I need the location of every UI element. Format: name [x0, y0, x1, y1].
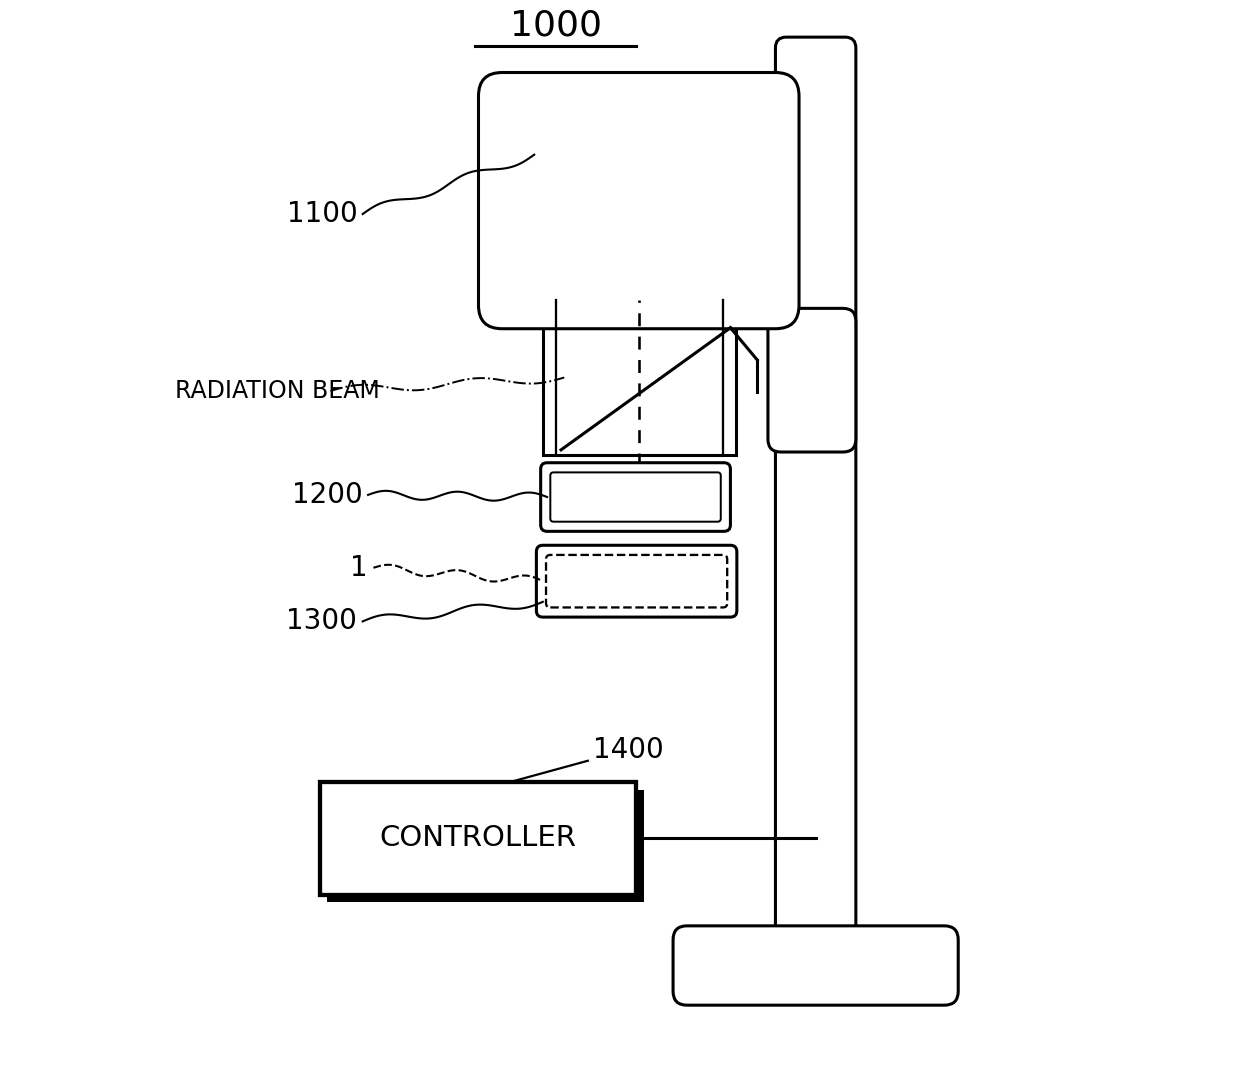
Text: 1200: 1200: [291, 481, 363, 509]
FancyBboxPatch shape: [673, 926, 959, 1005]
FancyBboxPatch shape: [541, 463, 730, 531]
Text: CONTROLLER: CONTROLLER: [379, 825, 577, 853]
Text: 1300: 1300: [286, 607, 357, 635]
Text: 1100: 1100: [286, 200, 357, 228]
FancyBboxPatch shape: [546, 555, 727, 607]
Text: RADIATION BEAM: RADIATION BEAM: [175, 379, 379, 403]
Text: 1: 1: [351, 554, 368, 582]
Text: 1400: 1400: [593, 736, 663, 764]
FancyBboxPatch shape: [768, 308, 856, 452]
FancyBboxPatch shape: [479, 72, 799, 328]
Polygon shape: [543, 299, 735, 456]
FancyBboxPatch shape: [775, 37, 856, 949]
FancyBboxPatch shape: [537, 545, 737, 617]
Text: 1000: 1000: [510, 9, 601, 42]
Polygon shape: [327, 789, 644, 903]
Bar: [320, 782, 636, 895]
FancyBboxPatch shape: [551, 473, 720, 521]
